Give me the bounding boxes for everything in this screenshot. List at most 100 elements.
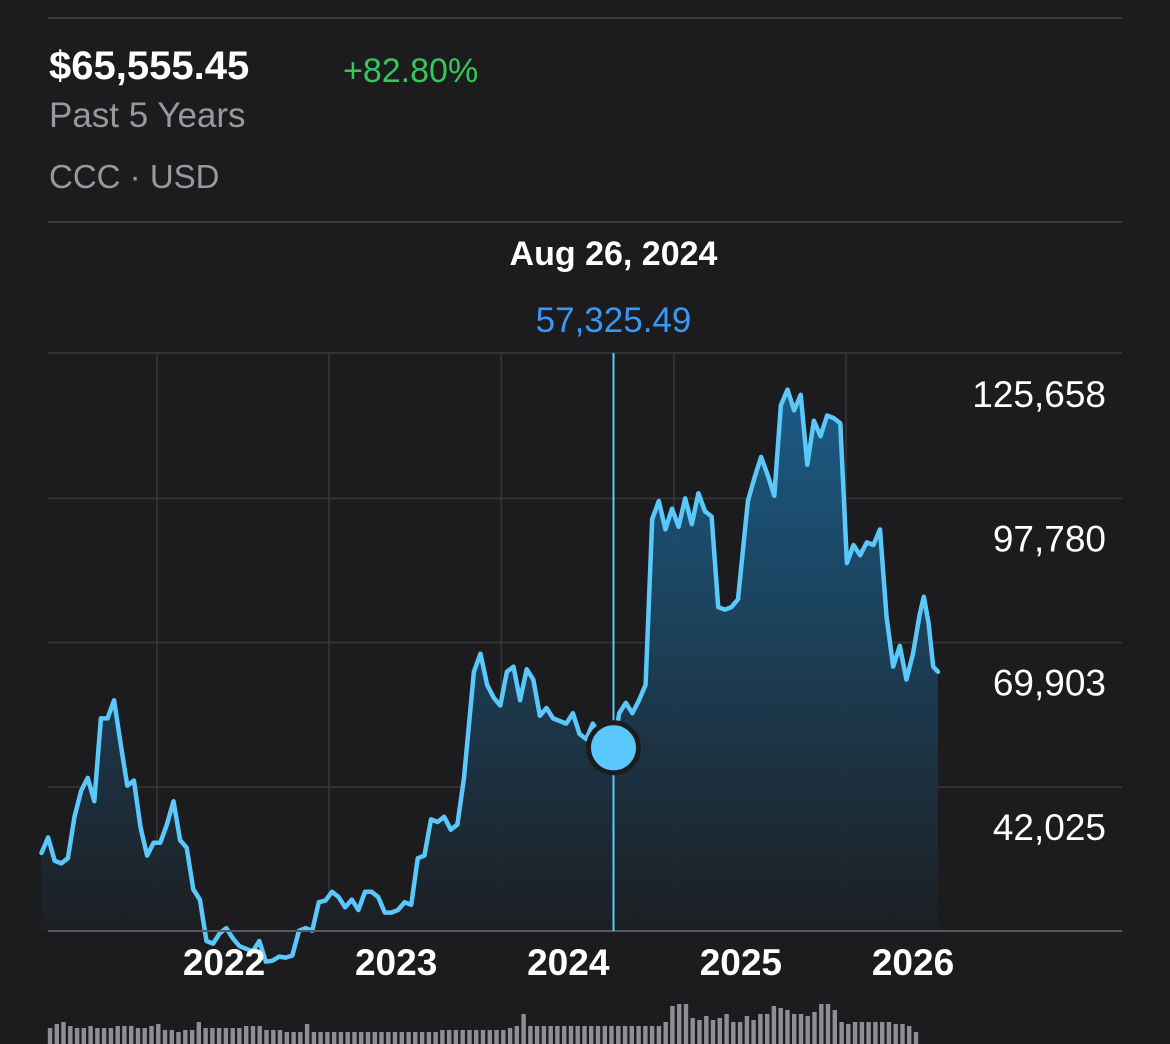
volume-bar <box>176 1032 181 1044</box>
volume-bar <box>271 1030 276 1044</box>
volume-bar <box>135 1028 141 1044</box>
volume-bar <box>852 1022 858 1044</box>
volume-bar <box>575 1026 580 1044</box>
x-tick-label: 2024 <box>527 942 610 983</box>
volume-bar <box>81 1028 86 1044</box>
volume-bar <box>372 1032 377 1044</box>
volume-bar <box>406 1032 411 1044</box>
price-area-fill <box>41 389 938 962</box>
volume-bar <box>230 1028 235 1044</box>
y-tick-label: 69,903 <box>993 663 1106 704</box>
volume-bar <box>392 1032 398 1044</box>
selection-cursor-dot[interactable] <box>586 720 642 776</box>
volume-bar <box>521 1014 526 1044</box>
symbol-currency-label: CCC · USD <box>49 158 220 195</box>
volume-bar <box>129 1026 134 1044</box>
volume-bar <box>643 1026 648 1044</box>
selected-date: Aug 26, 2024 <box>509 235 718 273</box>
volume-bar <box>494 1030 499 1044</box>
volume-bar <box>284 1032 289 1044</box>
volume-bar <box>683 1004 689 1044</box>
volume-bar <box>115 1026 120 1044</box>
volume-bar <box>480 1030 486 1044</box>
x-tick-label: 2022 <box>183 942 265 983</box>
volume-bar <box>792 1014 797 1044</box>
y-tick-label: 97,780 <box>993 518 1106 559</box>
volume-bar <box>203 1028 208 1044</box>
volume-bar <box>555 1026 560 1044</box>
volume-bar <box>562 1026 567 1044</box>
volume-bar <box>737 1022 743 1044</box>
volume-bar <box>298 1032 303 1044</box>
volume-bar <box>338 1032 344 1044</box>
volume-bar <box>541 1026 547 1044</box>
volume-bar <box>880 1022 885 1044</box>
volume-bar <box>467 1030 472 1044</box>
volume-bar <box>216 1028 222 1044</box>
percent-change: +82.80% <box>343 52 479 90</box>
volume-bar <box>568 1026 574 1044</box>
volume-bar <box>501 1030 506 1044</box>
volume-bar <box>629 1026 634 1044</box>
volume-bar <box>332 1032 337 1044</box>
volume-bar <box>913 1032 919 1044</box>
volume-bar <box>47 1028 53 1044</box>
volume-bar <box>325 1032 330 1044</box>
volume-bar <box>74 1028 80 1044</box>
volume-bar <box>210 1028 215 1044</box>
volume-bar <box>54 1024 59 1044</box>
volume-bar <box>839 1022 844 1044</box>
volume-bar <box>237 1028 242 1044</box>
volume-bar <box>744 1016 750 1044</box>
volume-bar <box>291 1032 296 1044</box>
volume-bar <box>108 1028 114 1044</box>
volume-bar <box>101 1028 107 1044</box>
section-divider <box>48 221 1122 223</box>
volume-bar <box>582 1026 587 1044</box>
volume-bar <box>602 1026 607 1044</box>
volume-bar <box>717 1018 722 1044</box>
volume-bar <box>183 1030 188 1044</box>
volume-bar <box>460 1030 465 1044</box>
volume-bar <box>636 1026 641 1044</box>
volume-bar <box>413 1032 418 1044</box>
y-tick-label: 42,025 <box>993 807 1106 848</box>
volume-bar <box>785 1010 790 1044</box>
volume-bar <box>365 1032 371 1044</box>
volume-bar <box>656 1026 662 1044</box>
volume-bar <box>812 1012 817 1044</box>
y-tick-label: 125,658 <box>972 374 1106 415</box>
volume-bar <box>419 1032 425 1044</box>
volume-bar <box>663 1022 668 1044</box>
volume-bar <box>257 1026 262 1044</box>
volume-bar <box>156 1024 161 1044</box>
volume-bar <box>589 1026 594 1044</box>
volume-bar <box>196 1022 201 1044</box>
volume-bar <box>440 1030 445 1044</box>
volume-bar <box>866 1022 871 1044</box>
volume-bar <box>832 1010 837 1044</box>
volume-bar <box>616 1026 621 1044</box>
volume-bar <box>765 1014 770 1044</box>
x-tick-label: 2025 <box>700 942 782 983</box>
volume-bar <box>304 1024 310 1044</box>
volume-bar <box>399 1032 404 1044</box>
volume-bar <box>724 1014 729 1044</box>
volume-bar <box>751 1020 756 1044</box>
volume-bar <box>507 1028 513 1044</box>
volume-bar <box>609 1026 614 1044</box>
volume-bar <box>893 1024 898 1044</box>
volume-bar <box>61 1022 66 1044</box>
volume-bar <box>548 1026 553 1044</box>
volume-bar <box>359 1032 364 1044</box>
volume-bar <box>771 1006 777 1044</box>
volume-bar <box>622 1026 628 1044</box>
volume-bar <box>189 1030 195 1044</box>
volume-bar <box>819 1004 824 1044</box>
time-period-label: Past 5 Years <box>49 96 246 135</box>
volume-bar <box>670 1006 675 1044</box>
volume-bar <box>88 1026 93 1044</box>
volume-bar <box>886 1022 892 1044</box>
volume-bars <box>47 1004 919 1044</box>
